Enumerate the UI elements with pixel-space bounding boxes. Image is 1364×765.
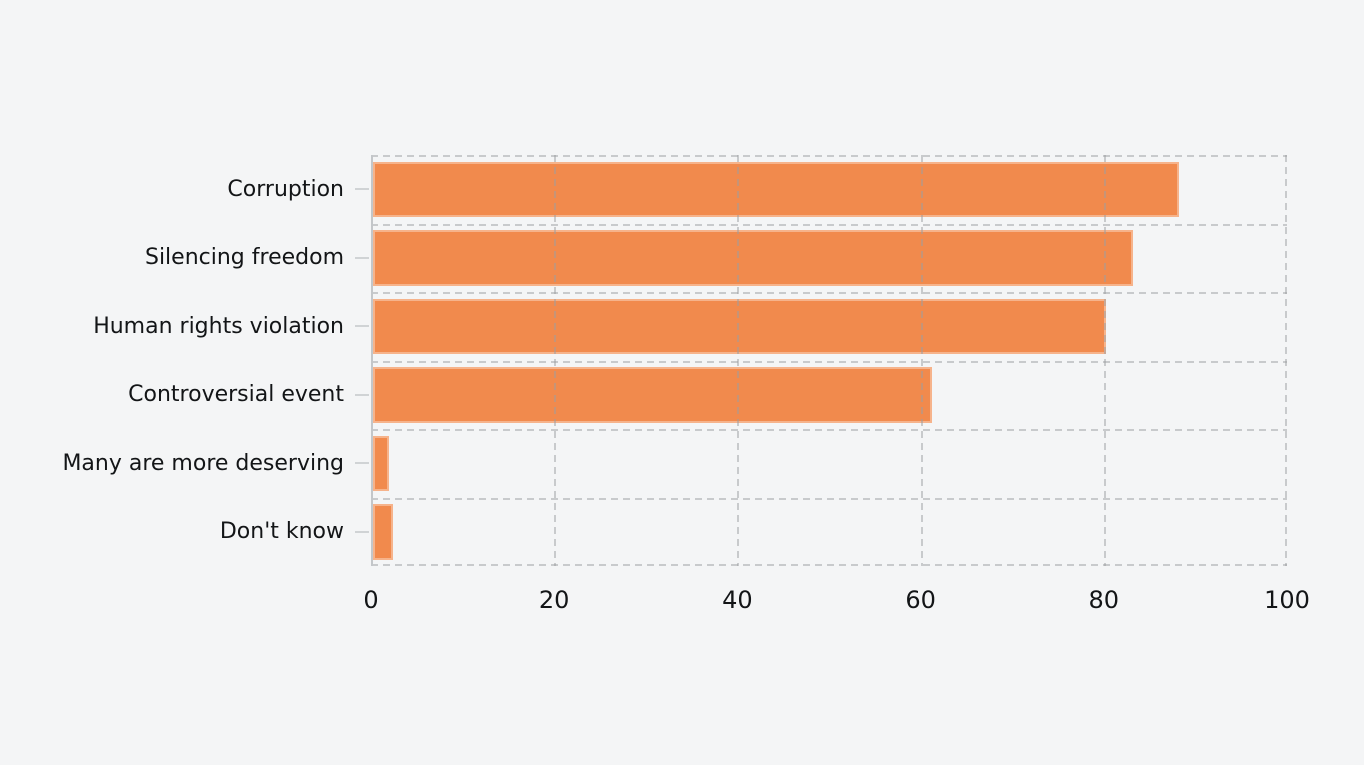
- grid-line-horizontal: [371, 564, 1287, 566]
- y-tick-mark: [355, 530, 369, 533]
- grid-line-vertical: [1285, 155, 1287, 566]
- grid-line-horizontal: [371, 497, 1287, 500]
- y-tick-mark: [355, 188, 369, 191]
- x-tick-label: 60: [905, 586, 936, 614]
- plot-area: [355, 155, 1287, 566]
- bar: [373, 161, 1180, 217]
- y-axis-labels: Corruption Silencing freedom Human rights …: [0, 155, 346, 566]
- bar: [373, 504, 394, 560]
- x-tick-label: 100: [1264, 586, 1310, 614]
- grid-line-horizontal: [371, 429, 1287, 431]
- x-tick-label: 80: [1088, 586, 1120, 614]
- bar: [373, 298, 1106, 354]
- grid-line-horizontal: [371, 360, 1287, 363]
- y-tick-mark: [355, 325, 369, 328]
- x-tick-label: 0: [363, 586, 379, 614]
- bar: [373, 367, 932, 423]
- category-label: Corruption: [227, 176, 344, 202]
- grid-line-horizontal: [371, 223, 1287, 226]
- category-label: Don't know: [219, 519, 344, 545]
- category-label: Silencing freedom: [144, 245, 344, 271]
- bar: [373, 230, 1134, 286]
- category-label: Human rights violation: [93, 313, 344, 339]
- bar: [373, 435, 389, 491]
- y-tick-mark: [355, 393, 369, 396]
- grid-line-horizontal: [371, 292, 1287, 294]
- x-tick-label: 40: [722, 586, 753, 614]
- grid-line-horizontal: [371, 155, 1287, 157]
- category-label: Many are more deserving: [62, 450, 344, 476]
- y-tick-mark: [355, 462, 369, 465]
- x-tick-label: 20: [538, 586, 570, 614]
- category-label: Controversial event: [128, 382, 344, 408]
- y-axis-spine: [371, 155, 373, 566]
- x-axis-labels: 0 20 40 60 80 100: [363, 586, 1310, 616]
- y-tick-mark: [355, 256, 369, 259]
